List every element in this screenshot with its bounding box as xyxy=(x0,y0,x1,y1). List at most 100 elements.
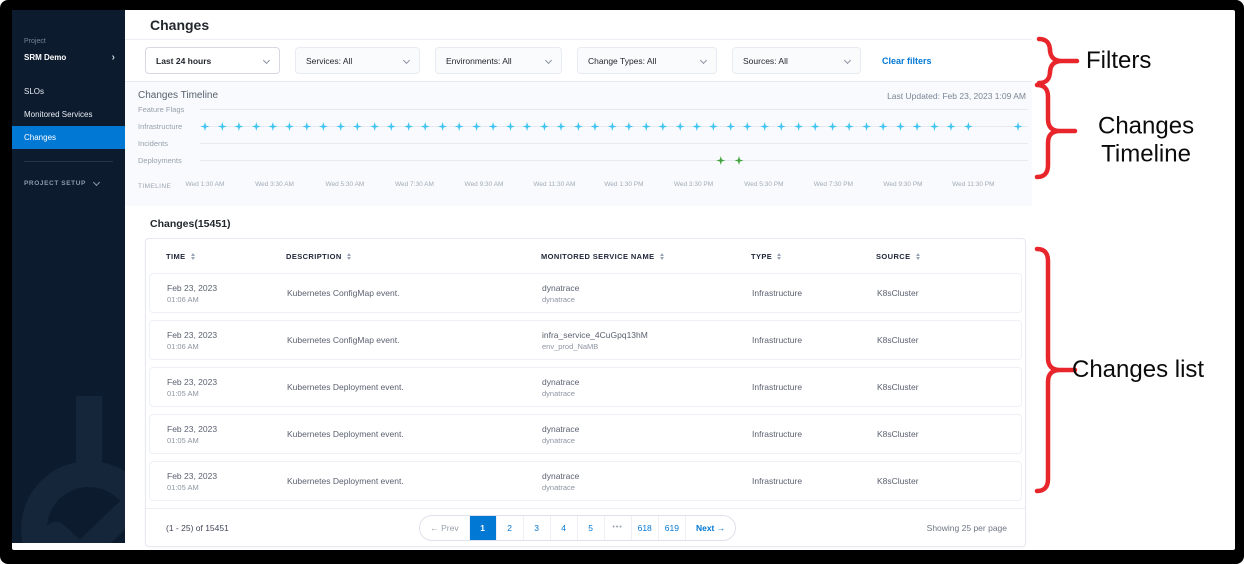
infrastructure-change-marker-icon[interactable] xyxy=(488,122,498,131)
project-setup-toggle[interactable]: PROJECT SETUP xyxy=(12,174,125,193)
project-selector[interactable]: SRM Demo › xyxy=(12,49,125,66)
infrastructure-change-marker-icon[interactable] xyxy=(370,122,380,131)
infrastructure-change-marker-icon[interactable] xyxy=(352,122,362,131)
infrastructure-change-marker-icon[interactable] xyxy=(828,122,838,131)
infrastructure-change-marker-icon[interactable] xyxy=(929,122,939,131)
infrastructure-change-marker-icon[interactable] xyxy=(420,122,430,131)
infrastructure-change-marker-icon[interactable] xyxy=(234,122,244,131)
service-name: dynatrace xyxy=(542,470,580,481)
infrastructure-change-marker-icon[interactable] xyxy=(590,122,600,131)
infrastructure-change-marker-icon[interactable] xyxy=(556,122,566,131)
deployments-change-marker-icon[interactable] xyxy=(716,156,726,165)
time-range-dropdown[interactable]: Last 24 hours xyxy=(145,47,280,74)
service-name: dynatrace xyxy=(542,423,580,434)
infrastructure-change-marker-icon[interactable] xyxy=(760,122,770,131)
infrastructure-change-marker-icon[interactable] xyxy=(895,122,905,131)
sort-icon[interactable] xyxy=(777,252,782,260)
timeline-tick-label: Wed 11:30 PM xyxy=(952,180,995,188)
infrastructure-change-marker-icon[interactable] xyxy=(251,122,261,131)
change-source: K8sCluster xyxy=(877,429,919,439)
infrastructure-change-marker-icon[interactable] xyxy=(200,122,210,131)
infrastructure-change-marker-icon[interactable] xyxy=(878,122,888,131)
deployments-change-marker-icon[interactable] xyxy=(734,156,744,165)
cell-source: K8sCluster xyxy=(877,335,1021,345)
infrastructure-change-marker-icon[interactable] xyxy=(318,122,328,131)
timeline-row-label: Infrastructure xyxy=(138,122,183,131)
infrastructure-change-marker-icon[interactable] xyxy=(302,122,312,131)
time-range-value: Last 24 hours xyxy=(156,55,212,66)
infrastructure-change-marker-icon[interactable] xyxy=(404,122,414,131)
infrastructure-change-marker-icon[interactable] xyxy=(742,122,752,131)
main-content: Changes Last 24 hours Services: All Envir… xyxy=(125,10,1032,550)
page-button-1[interactable]: 1 xyxy=(468,515,496,540)
infrastructure-change-marker-icon[interactable] xyxy=(522,122,532,131)
infrastructure-change-marker-icon[interactable] xyxy=(776,122,786,131)
timeline-row-label: Incidents xyxy=(138,139,169,148)
timeline-row-line xyxy=(200,109,1028,110)
infrastructure-change-marker-icon[interactable] xyxy=(454,122,464,131)
sort-down-arrow-icon xyxy=(659,256,664,260)
cell-type: Infrastructure xyxy=(752,476,877,486)
sort-icon[interactable] xyxy=(346,252,351,260)
timeline-tick-label: Wed 5:30 PM xyxy=(744,180,784,188)
infrastructure-change-marker-icon[interactable] xyxy=(658,122,668,131)
infrastructure-change-marker-icon[interactable] xyxy=(336,122,346,131)
change-source: K8sCluster xyxy=(877,335,919,345)
infrastructure-change-marker-icon[interactable] xyxy=(386,122,396,131)
table-row[interactable]: Feb 23, 2023 01:06 AM Kubernetes ConfigMap… xyxy=(149,320,1022,360)
table-row[interactable]: Feb 23, 2023 01:05 AM Kubernetes Deploymen… xyxy=(149,414,1022,454)
infrastructure-change-marker-icon[interactable] xyxy=(862,122,872,131)
sort-icon[interactable] xyxy=(190,252,195,260)
infrastructure-change-marker-icon[interactable] xyxy=(472,122,482,131)
infrastructure-change-marker-icon[interactable] xyxy=(438,122,448,131)
column-header-time: TIME xyxy=(166,252,286,261)
sidebar-item-slos[interactable]: SLOs xyxy=(24,87,45,96)
page-title: Changes xyxy=(150,16,210,33)
environment-name: env_prod_NaMB xyxy=(542,341,599,351)
table-row[interactable]: Feb 23, 2023 01:05 AM Kubernetes Deploymen… xyxy=(149,367,1022,407)
filter-dropdown-sources[interactable]: Sources: All xyxy=(732,47,861,74)
filter-dropdown-environments[interactable]: Environments: All xyxy=(435,47,562,74)
infrastructure-change-marker-icon[interactable] xyxy=(573,122,583,131)
timeline-row-label: Feature Flags xyxy=(138,105,185,114)
clear-filters-button[interactable]: Clear filters xyxy=(882,55,932,66)
sidebar-item-monitored-services[interactable]: Monitored Services xyxy=(24,110,93,119)
page-button-619[interactable]: 619 xyxy=(657,515,685,540)
page-button-5[interactable]: 5 xyxy=(576,515,604,540)
filter-dropdown-change-types[interactable]: Change Types: All xyxy=(577,47,717,74)
sort-icon[interactable] xyxy=(659,252,664,260)
change-time: 01:06 AM xyxy=(167,294,199,304)
infrastructure-change-marker-icon[interactable] xyxy=(675,122,685,131)
infrastructure-change-marker-icon[interactable] xyxy=(794,122,804,131)
infrastructure-change-marker-icon[interactable] xyxy=(268,122,278,131)
chevron-down-icon xyxy=(92,178,101,186)
prev-page-button[interactable]: ← Prev xyxy=(430,522,459,533)
infrastructure-change-marker-icon[interactable] xyxy=(506,122,515,131)
infrastructure-change-marker-icon[interactable] xyxy=(963,122,973,131)
infrastructure-change-marker-icon[interactable] xyxy=(284,122,294,131)
infrastructure-change-marker-icon[interactable] xyxy=(624,122,634,131)
infrastructure-change-marker-icon[interactable] xyxy=(217,122,227,131)
next-page-button[interactable]: Next → xyxy=(684,515,735,540)
timeline-row-infrastructure: Infrastructure xyxy=(125,118,1032,135)
filter-dropdown-services[interactable]: Services: All xyxy=(295,47,420,74)
infrastructure-change-marker-icon[interactable] xyxy=(607,122,617,131)
page-button-4[interactable]: 4 xyxy=(549,515,577,540)
infrastructure-change-marker-icon[interactable] xyxy=(726,122,736,131)
sidebar-item-changes[interactable]: Changes xyxy=(12,126,125,149)
page-button-3[interactable]: 3 xyxy=(522,515,550,540)
table-row[interactable]: Feb 23, 2023 01:05 AM Kubernetes Deploymen… xyxy=(149,461,1022,501)
infrastructure-change-marker-icon[interactable] xyxy=(912,122,922,131)
infrastructure-change-marker-icon[interactable] xyxy=(810,122,820,131)
sort-icon[interactable] xyxy=(915,252,920,260)
infrastructure-change-marker-icon[interactable] xyxy=(692,122,702,131)
table-row[interactable]: Feb 23, 2023 01:06 AM Kubernetes ConfigMap… xyxy=(149,273,1022,313)
infrastructure-change-marker-icon[interactable] xyxy=(946,122,956,131)
infrastructure-change-marker-icon[interactable] xyxy=(539,122,549,131)
infrastructure-change-marker-icon[interactable] xyxy=(641,122,651,131)
page-button-2[interactable]: 2 xyxy=(495,515,523,540)
page-button-618[interactable]: 618 xyxy=(630,515,658,540)
infrastructure-change-marker-icon[interactable] xyxy=(1013,122,1023,131)
infrastructure-change-marker-icon[interactable] xyxy=(708,122,718,131)
infrastructure-change-marker-icon[interactable] xyxy=(844,122,854,131)
